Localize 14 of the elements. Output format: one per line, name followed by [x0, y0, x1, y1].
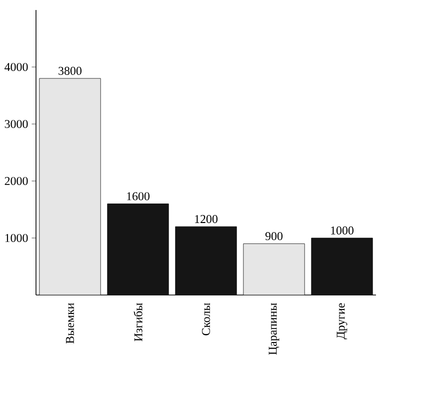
- y-tick-label: 2000: [4, 176, 28, 186]
- x-tick-label: Выемки: [66, 303, 74, 344]
- x-tick-label: Сколы: [202, 303, 210, 336]
- data-label: 3800: [58, 66, 82, 75]
- x-tick-label: Изгибы: [134, 303, 142, 342]
- data-label: 1600: [127, 192, 150, 200]
- data-label: 1000: [331, 226, 354, 234]
- data-label: 1200: [195, 215, 218, 224]
- x-tick-label: Другие: [336, 303, 348, 340]
- x-tick-label: Царапины: [268, 303, 280, 355]
- y-tick-label: 1000: [5, 234, 28, 242]
- y-tick-label: 4000: [4, 62, 28, 72]
- y-tick-label: 3000: [4, 120, 28, 128]
- data-label: 900: [265, 232, 283, 240]
